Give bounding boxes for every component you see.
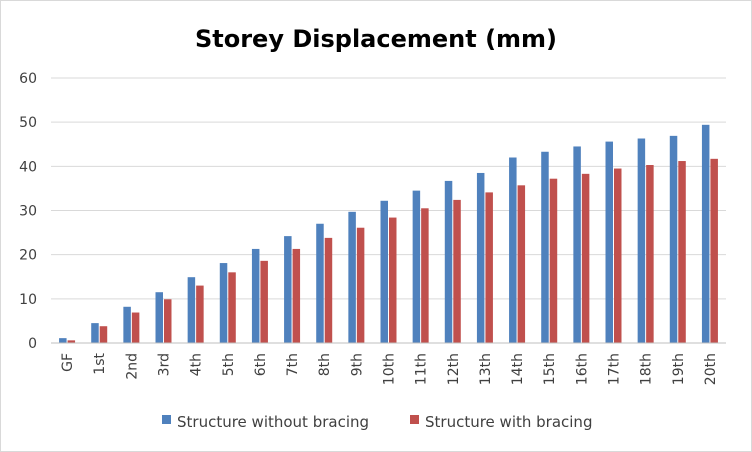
x-tick-label: 18th (639, 353, 655, 385)
x-tick-label: 19th (671, 353, 687, 385)
y-tick-label: 0 (28, 336, 37, 352)
x-tick-label: 17th (607, 353, 623, 385)
bar-without-bracing (123, 306, 131, 343)
x-tick-label: 1st (92, 353, 108, 375)
bar-with-bracing (614, 168, 622, 343)
x-tick-label: 3rd (157, 353, 173, 376)
y-tick-label: 60 (19, 71, 37, 87)
bar-with-bracing (646, 165, 654, 343)
bar-without-bracing (541, 151, 549, 343)
bar-without-bracing (155, 292, 163, 343)
chart-title: Storey Displacement (mm) (195, 25, 557, 53)
x-tick-label: 4th (189, 353, 205, 376)
legend: Structure without bracing Structure with … (162, 413, 592, 431)
bar-with-bracing (228, 272, 236, 343)
bar-with-bracing (131, 312, 140, 343)
bar-without-bracing (669, 135, 678, 343)
bar-with-bracing (324, 237, 333, 343)
bar-without-bracing (59, 338, 67, 343)
bar-without-bracing (701, 124, 710, 343)
bar-without-bracing (219, 263, 228, 343)
bar-with-bracing (356, 227, 365, 343)
x-tick-label: 13th (478, 353, 494, 385)
bar-with-bracing (389, 217, 397, 343)
x-tick-label: 6th (253, 353, 269, 376)
bar-without-bracing (412, 190, 421, 343)
x-tick-label: 2nd (124, 353, 140, 380)
bar-with-bracing (67, 340, 76, 343)
y-tick-label: 40 (19, 159, 37, 175)
bar-with-bracing (260, 260, 268, 343)
x-tick-label: 15th (542, 353, 558, 385)
bar-without-bracing (348, 211, 356, 343)
x-tick-label: 16th (574, 353, 590, 385)
bars (59, 124, 718, 343)
bar-without-bracing (509, 157, 517, 343)
y-tick-label: 50 (19, 115, 37, 131)
bar-without-bracing (637, 138, 646, 343)
bar-with-bracing (99, 326, 108, 343)
y-tick-label: 30 (19, 204, 37, 220)
legend-swatch (410, 415, 419, 424)
x-tick-label: 14th (510, 353, 526, 385)
legend-label: Structure with bracing (425, 413, 592, 431)
x-tick-label: 9th (349, 353, 365, 376)
bar-with-bracing (453, 199, 461, 343)
bar-without-bracing (284, 236, 292, 343)
x-tick-label: 11th (414, 353, 430, 385)
legend-swatch (162, 415, 171, 424)
bar-with-bracing (581, 173, 590, 343)
y-tick-label: 20 (19, 248, 37, 264)
gridlines (51, 77, 726, 300)
bar-with-bracing (678, 161, 686, 343)
bar-with-bracing (517, 185, 526, 343)
legend-label: Structure without bracing (177, 413, 369, 431)
x-tick-label: 12th (446, 353, 462, 385)
bar-with-bracing (196, 285, 204, 343)
x-tick-label: 8th (317, 353, 333, 376)
bar-without-bracing (187, 277, 196, 343)
bar-without-bracing (573, 146, 581, 343)
bar-without-bracing (605, 141, 613, 343)
bar-with-bracing (710, 158, 718, 343)
x-axis-ticks: GF 1st 2nd 3rd 4th 5th 6th 7th 8th 9th 10th 11th 12t… (60, 353, 719, 386)
bar-without-bracing (380, 200, 388, 343)
y-axis-ticks: 0 10 20 30 40 50 60 (19, 71, 37, 352)
y-tick-label: 10 (19, 292, 37, 308)
bar-without-bracing (316, 223, 324, 343)
bar-without-bracing (476, 172, 485, 343)
bar-with-bracing (485, 192, 493, 343)
bar-with-bracing (421, 208, 429, 343)
x-tick-label: 5th (221, 353, 237, 376)
bar-without-bracing (91, 323, 99, 343)
bar-with-bracing (164, 299, 172, 343)
x-tick-label: 20th (703, 353, 719, 385)
bar-with-bracing (292, 248, 301, 343)
x-tick-label: 10th (382, 353, 398, 385)
bar-with-bracing (549, 178, 558, 343)
x-tick-label: GF (60, 353, 76, 372)
bar-without-bracing (251, 248, 260, 343)
x-tick-label: 7th (285, 353, 301, 376)
bar-without-bracing (444, 180, 453, 343)
